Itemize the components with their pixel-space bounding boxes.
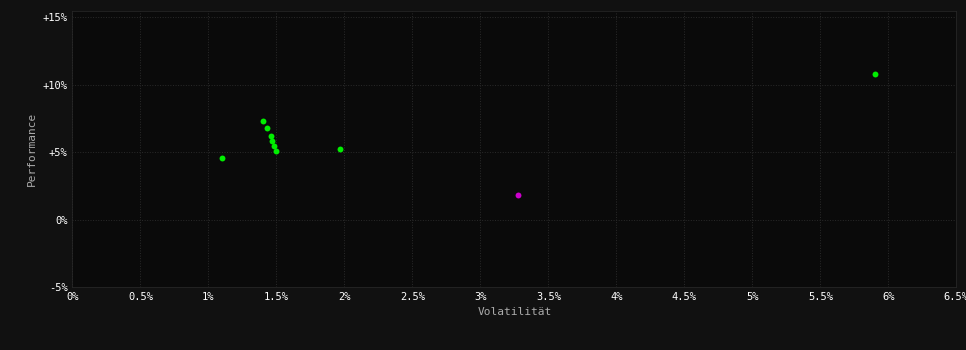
Point	[265, 139, 280, 144]
Point	[259, 125, 274, 131]
X-axis label: Volatilität: Volatilität	[477, 307, 552, 317]
Point	[511, 192, 526, 197]
Point	[214, 155, 230, 160]
Point	[269, 149, 284, 154]
Point	[255, 118, 270, 124]
Point	[332, 147, 348, 152]
Point	[867, 71, 883, 77]
Y-axis label: Performance: Performance	[27, 112, 37, 186]
Point	[266, 143, 281, 149]
Point	[264, 133, 279, 139]
